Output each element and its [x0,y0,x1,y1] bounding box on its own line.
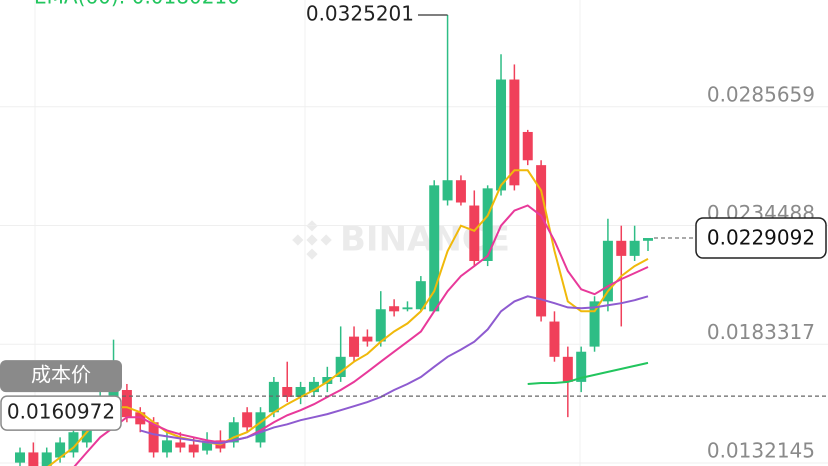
ema-legend: EMA(60): 0.0180210 [34,0,240,9]
price-box [695,217,827,259]
candle-body [268,381,279,413]
candle-body [496,79,507,191]
ma-line [527,361,649,385]
candle-body [616,240,627,256]
candle-body [375,309,386,342]
candle-body [335,356,346,378]
watermark-text: BINANCE [340,220,510,260]
candle-body [362,336,373,342]
candle-body [629,240,640,256]
candle-body [562,356,573,382]
candle-body [242,412,253,428]
candle-body [589,301,600,347]
candle-body [482,188,493,261]
candle-body [455,180,466,203]
candle-body [429,185,440,312]
candle-body [522,131,533,161]
candle-body [643,238,653,241]
cost-label: 成本价 [31,363,91,387]
candle-body [576,351,587,382]
cost-value: 0.0160972 [7,400,115,424]
ma-line [73,204,649,466]
candle-body [549,321,560,357]
candle-body [28,452,39,466]
candle-body [15,452,25,463]
candle-body [402,307,413,310]
candle-body [175,442,186,448]
candle-body [68,432,79,453]
candle-body [602,240,613,302]
candle-body [161,440,172,453]
candle-body [255,412,266,443]
candle-body [202,442,213,451]
candle-body [322,377,333,384]
candle-body [389,306,400,312]
price-label: 0.0229092 [707,226,815,250]
candle-body [349,336,360,357]
candle-body [536,165,547,317]
candle-body [148,422,159,453]
cost-value-box [0,395,122,431]
candle-body [135,412,146,425]
ma-line [47,169,649,466]
candle-body [442,180,453,201]
candle-body [415,281,426,310]
candle-body [282,386,293,397]
candle-body [228,422,239,443]
candle-body [55,442,66,458]
cost-label-box [0,360,122,393]
ma-line [140,295,649,445]
y-tick-label: 0.0132145 [707,438,815,462]
candle-body [308,381,319,393]
candle-body [108,386,119,403]
candle-body [469,205,480,261]
candle-body [295,386,306,397]
candle-body [509,79,520,186]
candle-body [41,452,52,466]
high-label: 0.0325201 [306,2,414,26]
candle-body [121,390,132,418]
y-tick-label: 0.0285659 [707,82,815,106]
y-tick-label: 0.0183317 [707,320,815,344]
candle-body [188,444,199,453]
